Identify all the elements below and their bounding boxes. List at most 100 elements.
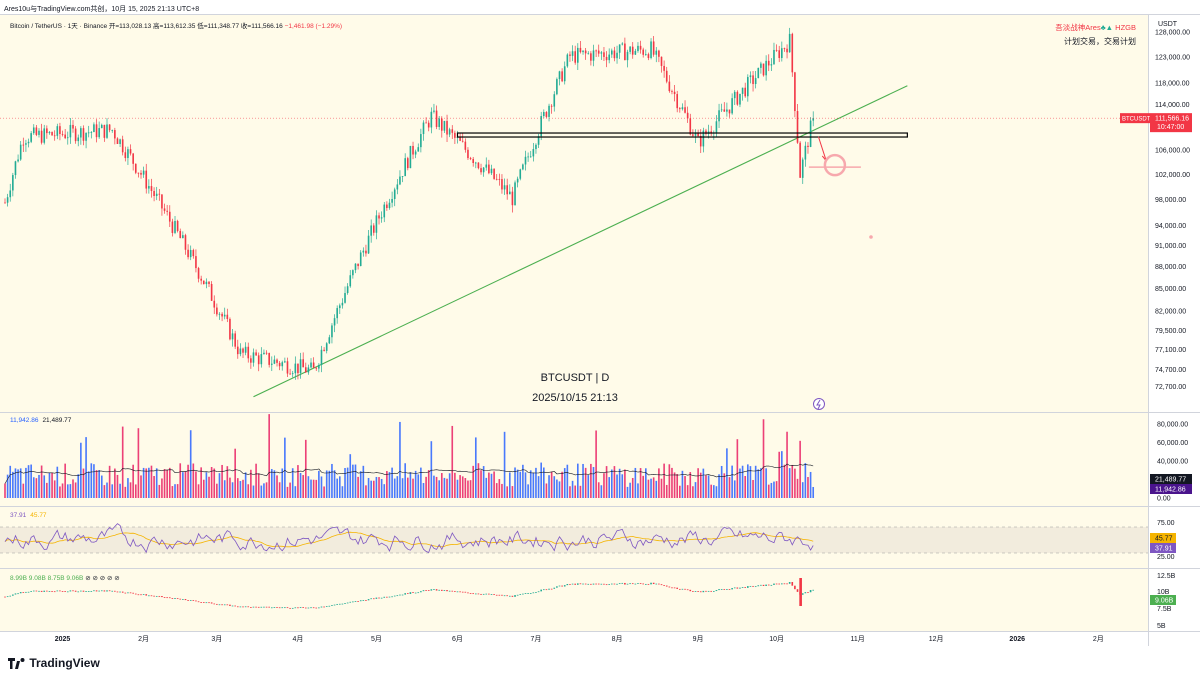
volume-bar xyxy=(100,475,103,498)
candle xyxy=(383,201,386,223)
mcap-candle xyxy=(223,604,226,606)
candle-body xyxy=(634,50,637,55)
volume-bar xyxy=(255,463,257,498)
mcap-candle xyxy=(100,590,103,592)
candle-body xyxy=(749,75,752,78)
price-tick-label: 88,000.00 xyxy=(1155,264,1186,271)
mcap-candle xyxy=(707,590,710,592)
candle-body xyxy=(794,72,796,112)
candle-body xyxy=(679,108,681,110)
candle-body xyxy=(51,132,53,136)
candle xyxy=(702,127,705,153)
support-zone-box[interactable] xyxy=(456,132,908,138)
mcap-candle xyxy=(307,607,310,609)
mcap-candle xyxy=(621,582,624,584)
price-panel-bg xyxy=(0,14,1148,412)
volume-bar xyxy=(639,468,642,498)
mcap-candle xyxy=(592,583,595,585)
volume-tick-label: 0.00 xyxy=(1157,496,1171,503)
volume-bar xyxy=(129,482,132,498)
rsi-legend-ma: 45.77 xyxy=(30,512,47,519)
candle xyxy=(495,174,498,181)
volume-bar xyxy=(650,478,652,498)
lightning-icon[interactable] xyxy=(813,398,825,410)
candle-body xyxy=(809,120,812,147)
candle-body xyxy=(129,149,132,154)
mcap-candle xyxy=(781,583,783,585)
rsi-ma-badge xyxy=(1150,533,1176,543)
candle xyxy=(48,131,51,135)
price-tick-label: 82,000.00 xyxy=(1155,308,1186,315)
last-price-text: 111,566.16 xyxy=(1155,116,1189,123)
mcap-candle xyxy=(692,591,694,592)
volume-bar xyxy=(25,467,27,498)
target-circle[interactable] xyxy=(823,153,847,177)
candle-body xyxy=(48,132,51,134)
symbol-title[interactable]: Bitcoin / TetherUS · 1天 · Binance xyxy=(10,23,108,30)
volume-bar xyxy=(302,475,304,498)
mcap-candle xyxy=(108,590,111,592)
mcap-candle xyxy=(137,594,140,596)
mcap-candle xyxy=(796,589,799,592)
time-axis-label: 3月 xyxy=(211,635,222,643)
volume-bar xyxy=(783,464,786,498)
candle-body xyxy=(548,105,550,117)
candle-body xyxy=(799,142,801,178)
candle xyxy=(747,74,749,102)
mcap-candle xyxy=(472,593,474,595)
candle-body xyxy=(804,145,807,160)
candle xyxy=(558,70,561,86)
mcap-candle xyxy=(665,585,668,587)
volume-bar xyxy=(393,478,396,498)
volume-ma-badge xyxy=(1150,474,1192,484)
volume-bar xyxy=(85,437,87,498)
mcap-candle xyxy=(645,583,647,585)
volume-bar xyxy=(98,470,100,498)
candle-body xyxy=(542,112,545,117)
tradingview-logo[interactable]: TradingView xyxy=(8,656,100,670)
candle-body xyxy=(393,189,396,199)
volume-bar xyxy=(728,477,731,498)
candle xyxy=(69,118,72,144)
candle xyxy=(637,42,639,53)
candle-body xyxy=(108,124,111,131)
mcap-tick-label: 5B xyxy=(1157,623,1166,630)
mcap-candle xyxy=(158,595,161,597)
leaf-icon: ♣▲ xyxy=(1100,23,1114,32)
candle-body xyxy=(304,367,307,373)
volume-bar xyxy=(132,464,134,498)
volume-legend[interactable]: 11,942.86 21,489.77 xyxy=(10,417,71,424)
mcap-candle xyxy=(600,583,603,585)
mcap-legend[interactable]: 8.99B 9.08B 8.75B 9.06B ⊘ ⊘ ⊘ ⊘ ⊘ xyxy=(10,574,120,582)
mcap-candle xyxy=(485,593,488,595)
volume-bar xyxy=(195,471,197,498)
volume-bar xyxy=(710,484,713,498)
volume-bar xyxy=(488,472,490,498)
mcap-candle xyxy=(22,592,25,593)
candle-body xyxy=(807,145,809,147)
candle xyxy=(454,130,456,144)
projection-arrow[interactable] xyxy=(817,136,827,162)
candle-body xyxy=(310,362,312,368)
candle-body xyxy=(448,129,451,135)
volume-bar xyxy=(406,477,409,498)
rsi-legend[interactable]: 37.91 45.77 xyxy=(10,512,47,519)
mcap-candle xyxy=(4,596,6,598)
candle xyxy=(574,45,577,65)
volume-bar xyxy=(372,480,375,498)
mcap-candle xyxy=(501,594,503,596)
mcap-candle xyxy=(286,607,289,609)
mcap-candle xyxy=(464,591,467,593)
mcap-candle xyxy=(396,595,399,597)
mcap-candle xyxy=(95,590,98,592)
candle xyxy=(794,71,796,118)
candle-body xyxy=(558,71,561,80)
volume-bar xyxy=(158,484,161,498)
mcap-candle xyxy=(783,583,786,585)
volume-bar xyxy=(312,479,315,498)
volume-bar xyxy=(137,428,140,498)
volume-bar xyxy=(155,468,158,498)
candle-body xyxy=(433,110,435,112)
candle xyxy=(655,47,658,63)
